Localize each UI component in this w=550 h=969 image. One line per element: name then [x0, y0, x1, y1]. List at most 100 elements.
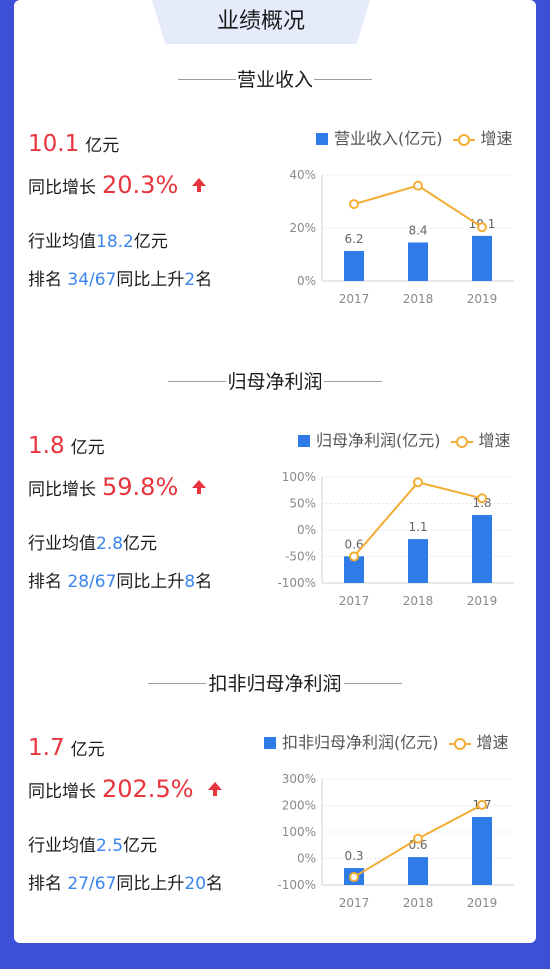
growth-row: 同比增长 202.5%: [28, 775, 222, 803]
rank-value: 34/67: [67, 270, 117, 290]
industry-average: 行业均值18.2亿元: [28, 227, 168, 252]
bar: [344, 556, 364, 583]
rank-change: 20: [184, 874, 207, 894]
x-tick-label: 2017: [339, 896, 370, 910]
growth-percent: 202.5%: [102, 775, 194, 803]
rank-change: 8: [184, 572, 196, 592]
avg-unit: 亿元: [133, 232, 168, 252]
growth-point: [413, 477, 423, 488]
report-card: [14, 0, 536, 943]
legend-line-label: 增速: [480, 129, 513, 148]
y-tick-label: 0%: [297, 852, 316, 866]
avg-value: 18.2: [96, 232, 134, 252]
arrow-up-icon: [207, 782, 222, 796]
legend-bar-swatch: [316, 133, 328, 145]
growth-point: [477, 222, 487, 233]
avg-value: 2.8: [96, 534, 124, 554]
legend-line-label: 增速: [476, 733, 509, 752]
ranking: 排名 34/67同比上升2名: [28, 265, 212, 290]
ranking: 排名 27/67同比上升20名: [28, 869, 223, 894]
header-tab: [152, 0, 370, 44]
growth-row: 同比增长 20.3%: [28, 171, 207, 199]
x-tick-label: 2018: [403, 594, 434, 608]
industry-average: 行业均值2.5亿元: [28, 831, 157, 856]
growth-percent: 59.8%: [102, 473, 179, 501]
avg-label: 行业均值: [28, 534, 96, 554]
stat-unit: 亿元: [70, 740, 105, 760]
avg-label: 行业均值: [28, 232, 96, 252]
legend-line-swatch: [452, 133, 475, 146]
heading-divider-right: [314, 79, 372, 80]
page-title: 业绩概况: [216, 9, 305, 34]
arrow-up-icon: [192, 178, 207, 192]
stat-number: 10.1: [28, 131, 80, 157]
chart-legend: 扣非归母净利润(亿元) 增速: [264, 729, 509, 753]
rank-label: 排名: [28, 874, 62, 894]
stat-unit: 亿元: [70, 438, 105, 458]
rank-change-text: 同比上升: [116, 874, 185, 894]
rank-value: 28/67: [67, 572, 117, 592]
bar: [344, 250, 364, 281]
heading-divider-left: [178, 79, 236, 80]
x-tick-label: 2019: [467, 594, 498, 608]
x-tick-label: 2018: [403, 896, 434, 910]
legend-line-swatch: [448, 737, 471, 750]
section-heading: 营业收入: [14, 65, 536, 95]
growth-line: [353, 184, 483, 229]
growth-label: 同比增长: [28, 178, 96, 198]
bar-value-label: 0.6: [344, 537, 363, 551]
bar: [472, 515, 492, 583]
rank-change-text: 同比上升: [116, 270, 185, 290]
heading-divider-left: [148, 683, 206, 684]
rank-value: 27/67: [67, 874, 117, 894]
growth-point: [349, 551, 359, 562]
watermark: © ScreenShot APP: [214, 913, 336, 928]
avg-value: 2.5: [96, 836, 124, 856]
growth-point: [413, 180, 423, 191]
bar: [408, 539, 428, 583]
stat-number: 1.8: [28, 433, 65, 459]
bar: [472, 817, 492, 885]
section-title: 归母净利润: [227, 371, 323, 393]
stat-value: 1.8 亿元: [28, 433, 105, 459]
section-net-profit: 归母净利润 1.8 亿元 同比增长 59.8% 行业均值2.8亿元 排名 28/67…: [14, 367, 536, 667]
growth-point: [349, 199, 359, 210]
bar-value-label: 0.3: [344, 849, 363, 863]
y-tick-label: -100%: [277, 576, 316, 590]
stat-number: 1.7: [28, 735, 65, 761]
y-tick-label: 0%: [297, 523, 316, 537]
rank-change: 2: [184, 270, 196, 290]
bar: [408, 857, 428, 885]
legend-bar-label: 归母净利润(亿元): [316, 431, 441, 450]
legend-line-swatch: [450, 435, 473, 448]
growth-row: 同比增长 59.8%: [28, 473, 207, 501]
chart-legend: 营业收入(亿元) 增速: [316, 125, 513, 149]
rank-change-text: 同比上升: [116, 572, 185, 592]
bar: [408, 242, 428, 281]
stat-value: 1.7 亿元: [28, 735, 105, 761]
stat-value: 10.1 亿元: [28, 131, 119, 157]
avg-unit: 亿元: [123, 534, 158, 554]
heading-divider-right: [324, 381, 382, 382]
section-deducted-net-profit: 扣非归母净利润 1.7 亿元 同比增长 202.5% 行业均值2.5亿元 排名 27…: [14, 669, 536, 969]
growth-point: [477, 493, 487, 504]
rank-suffix: 名: [195, 270, 213, 290]
stat-unit: 亿元: [85, 136, 120, 156]
rank-suffix: 名: [195, 572, 213, 592]
y-tick-label: 200%: [282, 799, 316, 813]
growth-label: 同比增长: [28, 480, 96, 500]
avg-label: 行业均值: [28, 836, 96, 856]
y-tick-label: 40%: [289, 168, 316, 182]
section-heading: 归母净利润: [14, 367, 536, 397]
y-tick-label: 0%: [297, 274, 316, 288]
x-tick-label: 2017: [339, 594, 370, 608]
legend-bar-swatch: [298, 435, 310, 447]
bar-value-label: 8.4: [408, 223, 427, 237]
chart-legend: 归母净利润(亿元) 增速: [298, 427, 511, 451]
x-tick-label: 2017: [339, 292, 370, 306]
y-tick-label: 100%: [282, 470, 316, 484]
heading-divider-left: [168, 381, 226, 382]
arrow-up-icon: [192, 480, 207, 494]
